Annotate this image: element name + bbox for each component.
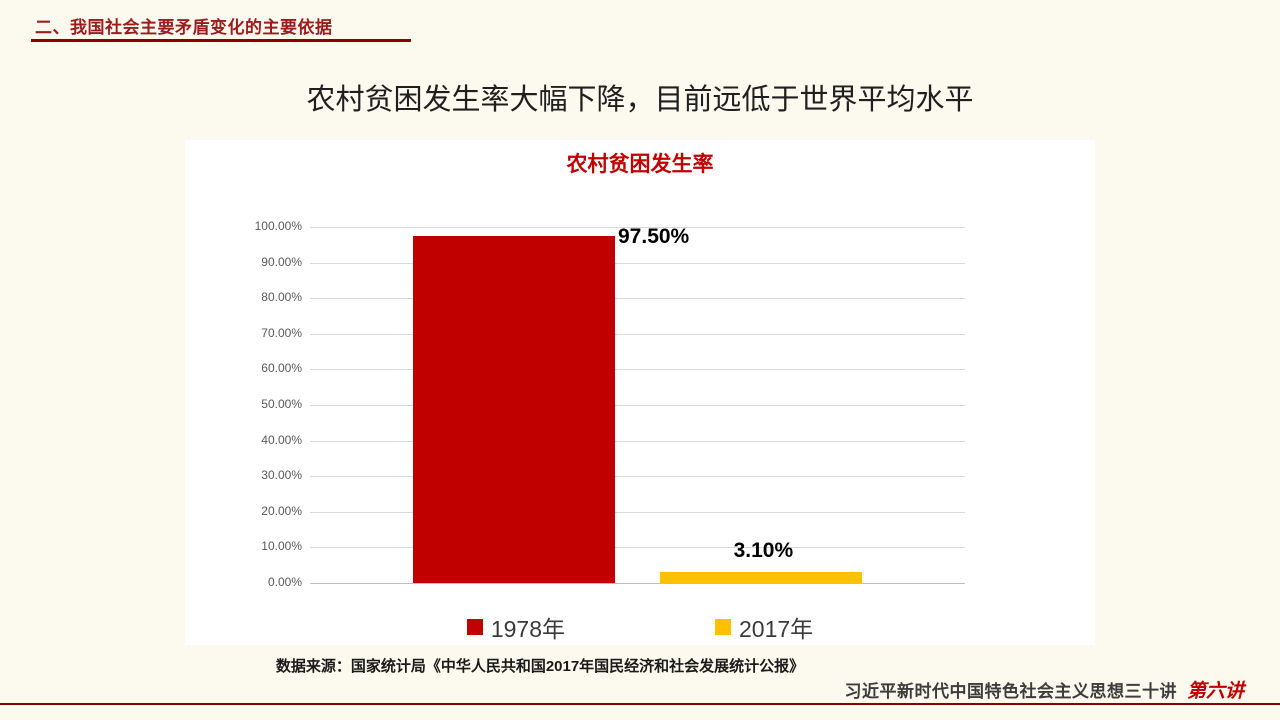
y-tick-label: 60.00% <box>261 361 302 375</box>
gridline <box>310 227 965 228</box>
y-tick-label: 50.00% <box>261 397 302 411</box>
gridline <box>310 263 965 264</box>
legend-label: 2017年 <box>739 616 814 642</box>
gridline <box>310 476 965 477</box>
y-tick-label: 100.00% <box>254 219 302 233</box>
chart-title: 农村贫困发生率 <box>566 153 714 176</box>
footer-course-title: 习近平新时代中国特色社会主义思想三十讲 <box>844 682 1177 701</box>
footer: 习近平新时代中国特色社会主义思想三十讲 第六讲 <box>844 676 1244 703</box>
gridline <box>310 369 965 370</box>
section-underline <box>31 39 411 42</box>
y-tick-label: 20.00% <box>261 504 302 518</box>
plot-area: 97.50% 3.10% 100.00% 90.00% 80.00% 70.00% 60.… <box>255 219 965 589</box>
y-tick-label: 40.00% <box>261 433 302 447</box>
y-tick-label: 0.00% <box>267 575 302 589</box>
y-tick-label: 70.00% <box>261 326 302 340</box>
legend-swatch <box>715 619 731 635</box>
chart-panel: 农村贫困发生率 97.50% 3.10% 100.00% 90.00% 80.00% 7… <box>185 140 1095 645</box>
y-tick-label: 10.00% <box>261 539 302 553</box>
legend-swatch <box>466 619 483 635</box>
legend-item-2017年: 2017年 <box>715 610 813 644</box>
bar-value-label: 3.10% <box>733 538 794 562</box>
bar-1978年: 97.50% <box>413 225 689 583</box>
y-tick-label: 80.00% <box>261 290 302 304</box>
bar-value-label: 97.50% <box>618 224 690 248</box>
y-tick-label: 30.00% <box>261 468 302 482</box>
footer-lecture-badge: 第六讲 <box>1186 680 1244 702</box>
bars: 97.50% 3.10% <box>310 225 965 583</box>
legend-label: 1978年 <box>490 616 565 642</box>
bottom-rule <box>0 703 1280 705</box>
gridline <box>310 334 965 335</box>
legend: 1978年 2017年 <box>185 610 1095 644</box>
slide-title: 农村贫困发生率大幅下降，目前远低于世界平均水平 <box>306 84 974 116</box>
gridline <box>310 298 965 299</box>
x-axis-line <box>310 583 965 584</box>
source-note: 数据来源：国家统计局《中华人民共和国2017年国民经济和社会发展统计公报》 <box>275 658 805 675</box>
gridline <box>310 512 965 513</box>
bar-2017年: 3.10% <box>660 539 862 583</box>
section-header: 二、我国社会主要矛盾变化的主要依据 <box>35 18 333 37</box>
legend-item-1978年: 1978年 <box>466 610 565 644</box>
gridline <box>310 405 965 406</box>
y-tick-label: 90.00% <box>261 255 302 269</box>
gridline <box>310 441 965 442</box>
gridline <box>310 547 965 548</box>
